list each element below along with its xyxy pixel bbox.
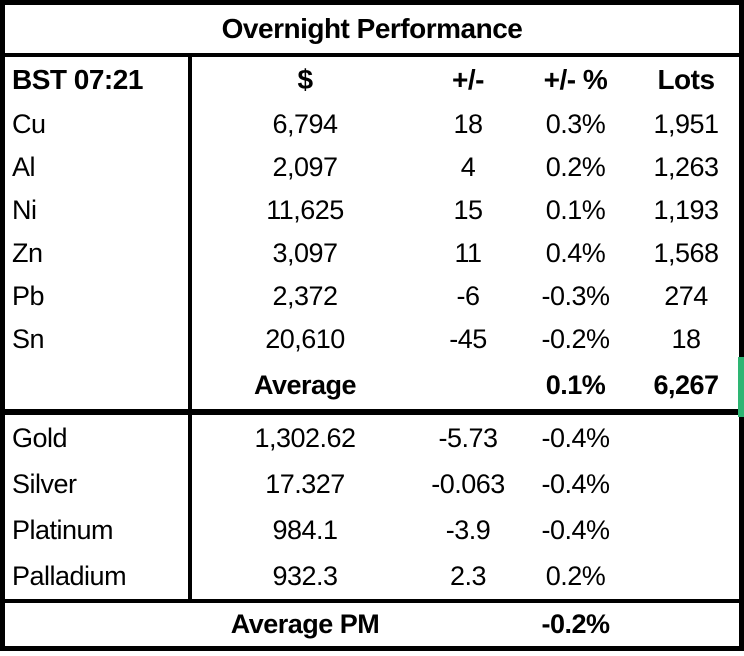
pm-average-lots-cell [633,603,739,646]
pm-average-change-cell [418,603,518,646]
price-value: 17.327 [265,468,345,499]
metal-name: Pb [5,275,192,318]
change-pct-value: -0.2% [541,324,610,354]
price-value: 6,794 [272,109,338,139]
price-value: 3,097 [272,238,338,268]
metal-name: Al [5,146,192,189]
timestamp-header: BST 07:21 [5,57,192,103]
lots-value: 274 [664,281,708,311]
table-title: Overnight Performance [5,5,739,57]
pm-average-name-cell [5,603,192,646]
change-pct-value: -0.3% [541,281,610,311]
average-lots: 6,267 [653,369,719,400]
average-change-cell [418,361,518,409]
price-value: 11,625 [266,195,344,225]
metal-name: Zn [5,232,192,275]
lots-value: 18 [671,324,701,354]
price-value: 2,372 [272,281,338,311]
header-row: BST 07:21 $ +/- +/- % Lots [5,57,739,103]
metal-name: Palladium [5,553,192,599]
lots-value-empty [633,507,739,553]
average-change-pct: 0.1% [545,369,606,400]
change-value: 2.3 [449,560,487,591]
metal-name: Ni [5,189,192,232]
change-pct-value: 0.2% [545,560,606,591]
table-row-platinum: Platinum 984.1 -3.9 -0.4% [5,507,739,553]
col-header-lots: Lots [657,64,715,95]
table-row-ni: Ni 11,625 15 0.1% 1,193 [5,189,739,232]
lots-value: 1,193 [653,195,719,225]
col-header-price: $ [297,64,313,95]
price-value: 932.3 [272,560,338,591]
table-row-zn: Zn 3,097 11 0.4% 1,568 [5,232,739,275]
metal-name: Sn [5,318,192,361]
lots-value-empty [633,415,739,461]
green-marker [738,357,744,417]
change-value: 15 [453,195,483,225]
change-value: -0.063 [431,468,505,499]
base-metals-average-row: Average 0.1% 6,267 [5,361,739,409]
section-divider [5,599,739,603]
pm-average-change-pct: -0.2% [541,609,610,639]
change-pct-value: -0.4% [541,422,610,453]
change-pct-value: -0.4% [541,468,610,499]
change-value: -45 [449,324,487,354]
average-label: Average [253,369,357,400]
table-row-sn: Sn 20,610 -45 -0.2% 18 [5,318,739,361]
lots-value-empty [633,553,739,599]
change-value: -6 [456,281,480,311]
table-title-text: Overnight Performance [221,13,523,44]
change-pct-value: 0.4% [545,238,606,268]
table-row-silver: Silver 17.327 -0.063 -0.4% [5,461,739,507]
price-value: 2,097 [272,152,338,182]
change-value: -5.73 [438,422,498,453]
change-pct-value: 0.3% [545,109,606,139]
lots-value: 1,568 [653,238,719,268]
col-header-change: +/- [452,64,484,95]
table-row-palladium: Palladium 932.3 2.3 0.2% [5,553,739,599]
pm-average-row: Average PM -0.2% [5,603,739,646]
change-value: 11 [454,238,482,268]
pm-average-label: Average PM [230,609,380,639]
table-row-pb: Pb 2,372 -6 -0.3% 274 [5,275,739,318]
metal-name: Platinum [5,507,192,553]
change-pct-value: 0.1% [545,195,606,225]
price-value: 20,610 [265,324,345,354]
price-value: 1,302.62 [254,422,356,453]
table-row-al: Al 2,097 4 0.2% 1,263 [5,146,739,189]
metal-name: Gold [5,415,192,461]
price-value: 984.1 [272,514,338,545]
average-name-cell [5,361,192,409]
change-value: -3.9 [445,514,491,545]
table-row-cu: Cu 6,794 18 0.3% 1,951 [5,103,739,146]
section-divider [5,409,739,415]
change-pct-value: 0.2% [545,152,606,182]
table-row-gold: Gold 1,302.62 -5.73 -0.4% [5,415,739,461]
lots-value-empty [633,461,739,507]
metal-name: Cu [5,103,192,146]
col-header-change-pct: +/- % [543,64,608,95]
lots-value: 1,951 [653,109,719,139]
lots-value: 1,263 [653,152,719,182]
change-value: 18 [453,109,483,139]
change-value: 4 [460,152,476,182]
metal-name: Silver [5,461,192,507]
change-pct-value: -0.4% [541,514,610,545]
